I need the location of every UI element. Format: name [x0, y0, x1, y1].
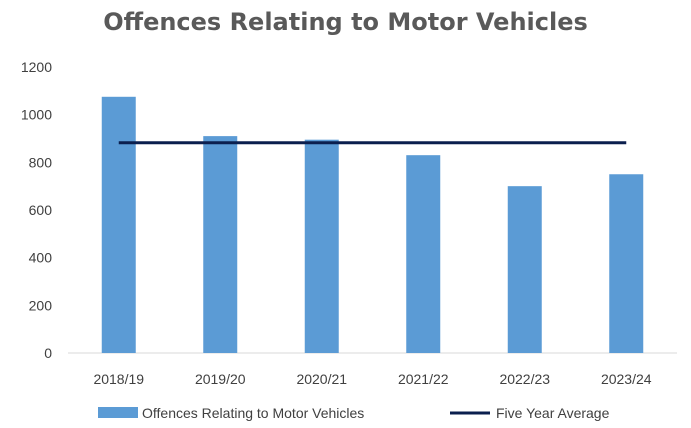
y-axis-ticks: 0 200 400 600 800 1000 1200	[21, 59, 52, 361]
bar-2021-22	[406, 155, 441, 353]
x-tick-label: 2020/21	[296, 371, 347, 387]
legend-swatch-bars	[98, 407, 138, 418]
x-tick-label: 2018/19	[93, 371, 144, 387]
bar-2018-19	[101, 96, 136, 354]
bar-series	[101, 96, 644, 354]
y-tick-label: 800	[29, 154, 53, 170]
y-tick-label: 1200	[21, 59, 52, 75]
chart-title: Offences Relating to Motor Vehicles	[103, 8, 588, 36]
x-axis-ticks: 2018/19 2019/20 2020/21 2021/22 2022/23 2023/…	[93, 371, 651, 387]
y-tick-label: 600	[29, 202, 53, 218]
bar-2023-24	[609, 174, 644, 353]
y-tick-label: 1000	[21, 107, 52, 123]
x-tick-label: 2019/20	[195, 371, 246, 387]
x-tick-label: 2023/24	[601, 371, 652, 387]
bar-2020-21	[304, 139, 339, 353]
x-tick-label: 2021/22	[398, 371, 449, 387]
bar-2019-20	[203, 136, 238, 353]
legend-label-line: Five Year Average	[496, 405, 610, 421]
legend: Offences Relating to Motor Vehicles Five…	[98, 405, 610, 421]
bar-2022-23	[507, 186, 542, 353]
y-tick-label: 200	[29, 297, 53, 313]
legend-label-bars: Offences Relating to Motor Vehicles	[142, 405, 364, 421]
y-tick-label: 400	[29, 250, 53, 266]
y-tick-label: 0	[44, 345, 52, 361]
x-tick-label: 2022/23	[499, 371, 550, 387]
